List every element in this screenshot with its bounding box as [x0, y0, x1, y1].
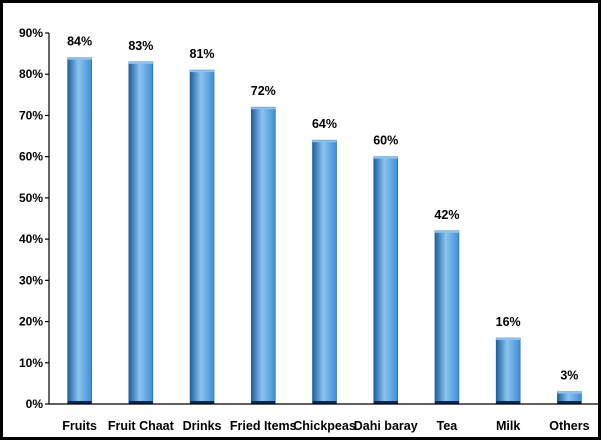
bar-data-label: 16% [496, 315, 521, 329]
bar-base-shadow [190, 401, 215, 404]
bar-base-shadow [251, 401, 276, 404]
bar-data-label: 72% [251, 84, 276, 98]
bar-data-label: 64% [312, 117, 337, 131]
bar [434, 230, 460, 405]
x-category-label: Chickpeas [293, 419, 356, 433]
bar-base-shadow [128, 401, 153, 404]
bar-data-label: 83% [128, 39, 153, 53]
x-category-label: Milk [496, 419, 520, 433]
bar-top-highlight [373, 156, 398, 159]
bar-data-label: 3% [560, 369, 578, 383]
bar-top-highlight [128, 61, 153, 64]
bar [312, 139, 337, 405]
y-axis-ticks: 0% 10% 20% 30% 40% 50% 60% 70% 80% 90% [19, 26, 49, 411]
bar-data-label: 42% [434, 208, 459, 222]
bar-base-shadow [312, 401, 337, 404]
x-category-label: Drinks [183, 419, 222, 433]
bar-base-shadow [434, 401, 459, 404]
y-tick-label: 10% [19, 356, 43, 370]
y-tick-label: 60% [19, 150, 43, 164]
bar-top-highlight [190, 70, 215, 73]
bar-base-shadow [496, 401, 521, 404]
bar-chart: 0% 10% 20% 30% 40% 50% 60% 70% 80% 90% 84% 83% 81% 7… [19, 26, 600, 433]
bar-base-shadow [67, 401, 92, 404]
data-labels-group: 84% 83% 81% 72% 64% 60% 42% 16% 3% [67, 35, 578, 383]
bar [189, 69, 215, 405]
x-category-label: Fruit Chaat [108, 419, 175, 433]
x-category-label: Tea [437, 419, 459, 433]
category-labels-group: Fruits Fruit Chaat Drinks Fried ItemsChickp… [62, 419, 589, 433]
y-tick-label: 70% [19, 108, 43, 122]
x-category-label: Fried Items [230, 419, 297, 433]
bar [128, 61, 154, 405]
bar-data-label: 60% [373, 134, 398, 148]
bar-base-shadow [373, 401, 398, 404]
x-category-label: Dahi baray [354, 419, 418, 433]
bar-top-highlight [496, 338, 521, 341]
y-tick-label: 20% [19, 315, 43, 329]
bar [250, 106, 276, 405]
bar-top-highlight [251, 107, 276, 110]
bar-data-label: 81% [190, 47, 215, 61]
x-category-label: Others [549, 419, 589, 433]
bar-data-label: 84% [67, 35, 92, 49]
bar-base-shadow [557, 401, 582, 404]
y-tick-label: 40% [19, 232, 43, 246]
y-tick-label: 30% [19, 273, 43, 287]
bar-top-highlight [557, 391, 582, 394]
bar [67, 57, 92, 405]
y-tick-label: 90% [19, 26, 43, 40]
bar-top-highlight [434, 230, 459, 233]
y-tick-label: 50% [19, 191, 43, 205]
y-tick-label: 80% [19, 67, 43, 81]
bars-group [67, 57, 582, 405]
y-tick-label: 0% [26, 397, 44, 411]
x-category-label: Fruits [62, 419, 97, 433]
bar [495, 337, 521, 405]
bar-top-highlight [312, 140, 337, 143]
bar-top-highlight [67, 57, 92, 60]
bar [373, 156, 399, 405]
